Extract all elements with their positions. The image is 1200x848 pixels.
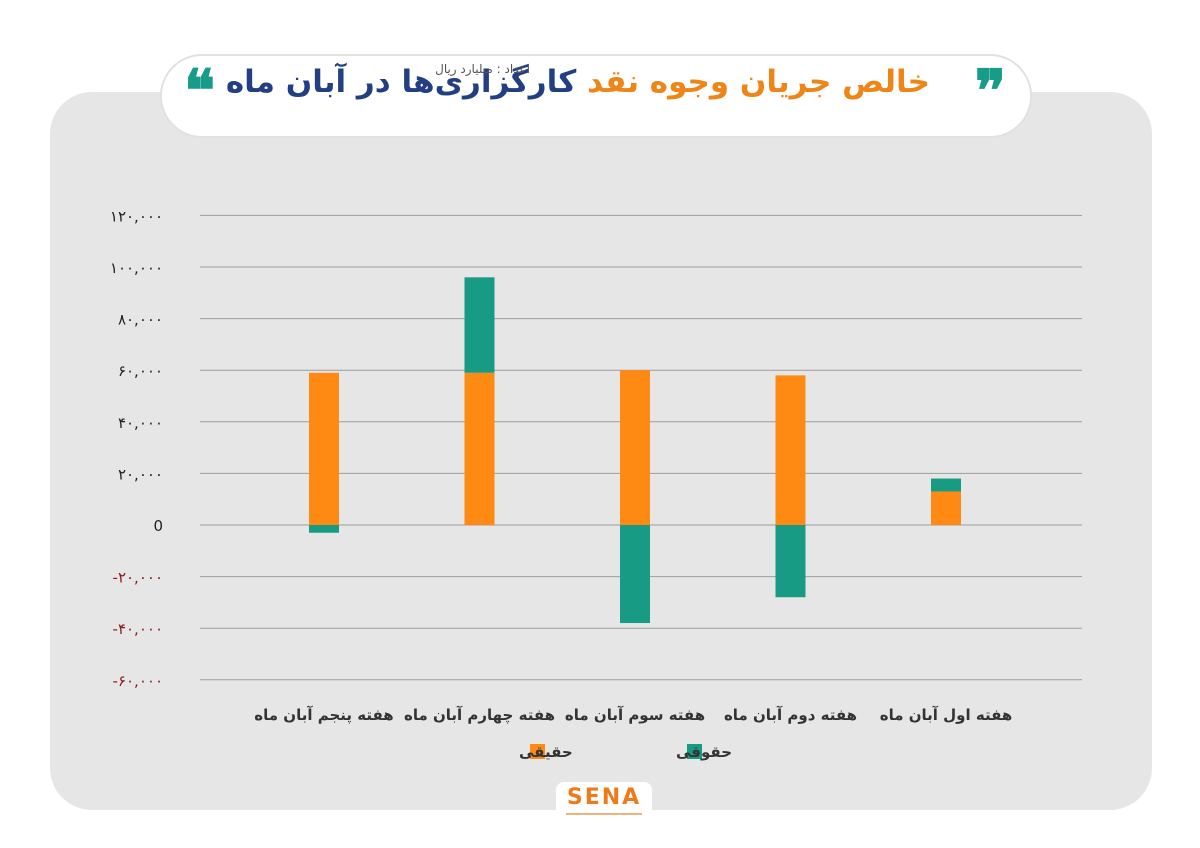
title-part-1: خالص جریان وجوه نقد (587, 64, 930, 100)
y-tick-label: ۶۰,۰۰۰ (118, 362, 163, 380)
bar-hoghooghi (775, 525, 806, 598)
bar-haghighi (620, 370, 650, 525)
logo-rule (566, 813, 642, 815)
legend-swatch (687, 744, 702, 759)
chart-subtitle: اعداد : میلیارد ریال (435, 62, 530, 76)
y-tick-label: -۶۰,۰۰۰ (113, 672, 163, 690)
bar-haghighi (775, 375, 806, 525)
sena-logo: SENA (556, 782, 652, 820)
y-tick-label: 0 (153, 517, 163, 535)
y-tick-label: -۲۰,۰۰۰ (113, 569, 163, 587)
title-part-2: کارگزاری‌ها در آبان ماه (225, 64, 577, 100)
logo-text: SENA (566, 785, 642, 810)
x-category-label: هفته اول آبان ماه (880, 706, 1013, 724)
bar-haghighi (931, 491, 961, 525)
x-category-label: هفته دوم آبان ماه (724, 706, 857, 724)
legend-swatch (530, 744, 545, 759)
y-tick-label: ۲۰,۰۰۰ (118, 465, 163, 483)
legend-label: حقوقی (676, 743, 732, 761)
x-category-label: هفته سوم آبان ماه (565, 706, 705, 724)
title-box: ❝ خالص جریان وجوه نقد کارگزاری‌ها در آبا… (160, 54, 1032, 138)
bar-haghighi (309, 372, 339, 525)
y-tick-label: ۸۰,۰۰۰ (118, 311, 163, 329)
y-tick-label: ۴۰,۰۰۰ (118, 414, 163, 432)
bar-hoghooghi (464, 277, 495, 373)
bar-hoghooghi (620, 525, 650, 624)
quote-close-icon: ❞ (974, 57, 1006, 125)
chart-panel (50, 92, 1152, 810)
bar-hoghooghi (309, 525, 339, 533)
y-tick-label: ۱۲۰,۰۰۰ (110, 207, 163, 225)
y-tick-label: ۱۰۰,۰۰۰ (110, 259, 163, 277)
quote-open-icon: ❝ (184, 57, 216, 125)
y-tick-label: -۴۰,۰۰۰ (113, 620, 163, 638)
chart-title: خالص جریان وجوه نقد کارگزاری‌ها در آبان … (226, 64, 930, 100)
bar-haghighi (464, 372, 495, 525)
x-category-label: هفته پنجم آبان ماه (254, 706, 393, 725)
legend-label: حقیقی (519, 743, 573, 761)
bar-hoghooghi (931, 478, 961, 492)
x-category-label: هفته چهارم آبان ماه (404, 706, 555, 725)
